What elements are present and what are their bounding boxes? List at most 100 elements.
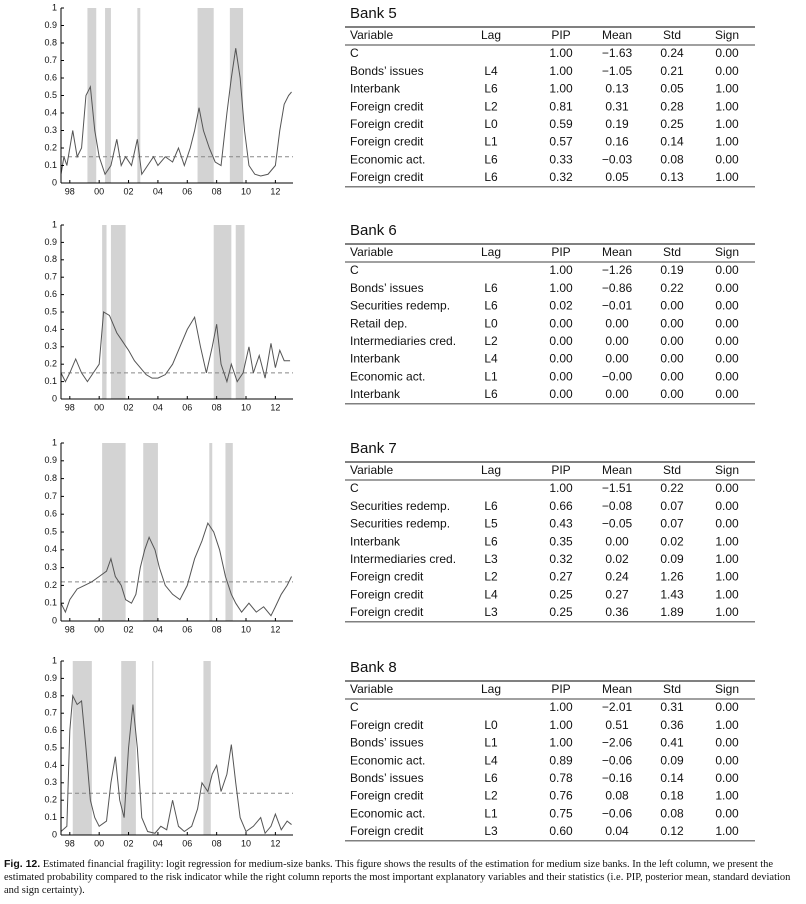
y-tick-label: 0 <box>52 829 57 839</box>
y-tick-label: 0.6 <box>44 509 57 519</box>
table-cell: Foreign credit <box>350 135 424 149</box>
x-tick-label: 08 <box>212 624 222 634</box>
table-cell: 1.00 <box>715 605 739 619</box>
table-cell: −0.05 <box>602 517 633 531</box>
column-header: Mean <box>602 245 632 259</box>
table-cell: 1.00 <box>715 135 739 149</box>
table-cell: 0.14 <box>660 771 684 785</box>
table-cell: Foreign credit <box>350 587 424 601</box>
x-tick-label: 12 <box>270 624 280 634</box>
table-cell: Bonds’ issues <box>350 281 424 295</box>
table-cell: 1.26 <box>660 570 684 584</box>
x-tick-label: 06 <box>182 838 192 848</box>
crisis-shading <box>229 8 244 183</box>
x-tick-label: 98 <box>65 402 75 412</box>
column-header: Sign <box>715 28 739 42</box>
table-cell: 0.81 <box>549 99 573 113</box>
crisis-shading <box>203 661 211 835</box>
table-cell: L2 <box>484 334 498 348</box>
x-tick-label: 98 <box>65 838 75 848</box>
table-cell: L0 <box>484 117 498 131</box>
table-cell: 0.00 <box>715 263 739 277</box>
column-header: Variable <box>350 682 393 696</box>
table-cell: Foreign credit <box>350 99 424 113</box>
table-cell: 0.32 <box>549 170 573 184</box>
table-cell: 1.00 <box>549 718 573 732</box>
table-cell: 0.25 <box>549 605 573 619</box>
table-cell: 1.00 <box>715 99 739 113</box>
table-cell: 0.24 <box>660 46 684 60</box>
y-tick-label: 1 <box>52 219 57 229</box>
x-tick-label: 12 <box>270 186 280 196</box>
x-tick-label: 08 <box>212 402 222 412</box>
table-cell: Intermediaries cred. <box>350 552 456 566</box>
table-cell: L6 <box>484 152 498 166</box>
column-header: Lag <box>481 463 501 477</box>
crisis-shading <box>235 225 245 399</box>
crisis-shading <box>225 443 233 621</box>
table-cell: 0.00 <box>549 387 573 401</box>
table-cell: 0.66 <box>549 499 573 513</box>
x-tick-label: 06 <box>182 402 192 412</box>
y-tick-label: 0.7 <box>44 708 57 718</box>
table-cell: 0.00 <box>715 299 739 313</box>
table-cell: −0.06 <box>602 753 633 767</box>
probability-line <box>60 48 292 177</box>
caption-label: Fig. 12. <box>4 858 41 870</box>
y-tick-label: 0.4 <box>44 324 57 334</box>
table-cell: Foreign credit <box>350 824 424 838</box>
y-tick-label: 0.1 <box>44 376 57 386</box>
table-cell: 1.00 <box>715 552 739 566</box>
column-header: Mean <box>602 28 632 42</box>
table-cell: L5 <box>484 517 498 531</box>
table-cell: 0.00 <box>605 534 629 548</box>
table-cell: 0.08 <box>660 806 684 820</box>
table-cell: 0.32 <box>549 552 573 566</box>
probability-line <box>60 311 291 384</box>
table-cell: −0.16 <box>602 771 633 785</box>
table-cell: Economic act. <box>350 369 425 383</box>
column-header: Sign <box>715 463 739 477</box>
table-cell: C <box>350 263 359 277</box>
column-header: Lag <box>481 28 501 42</box>
crisis-shading <box>110 225 126 399</box>
table-cell: 0.12 <box>660 824 684 838</box>
x-tick-label: 02 <box>124 624 134 634</box>
x-tick-label: 12 <box>270 402 280 412</box>
table-cell: L2 <box>484 789 498 803</box>
table-cell: Bonds’ issues <box>350 771 424 785</box>
x-tick-label: 98 <box>65 186 75 196</box>
table-cell: 1.43 <box>660 587 684 601</box>
table-cell: C <box>350 700 359 714</box>
table-cell: 0.00 <box>660 316 684 330</box>
x-tick-label: 98 <box>65 624 75 634</box>
table-cell: Foreign credit <box>350 789 424 803</box>
column-header: Sign <box>715 245 739 259</box>
y-tick-label: 0.1 <box>44 812 57 822</box>
table-cell: Economic act. <box>350 753 425 767</box>
y-tick-label: 0.2 <box>44 795 57 805</box>
table-cell: 0.60 <box>549 824 573 838</box>
table-cell: L1 <box>484 736 498 750</box>
y-tick-label: 0.7 <box>44 55 57 65</box>
table-cell: L4 <box>484 587 498 601</box>
table-title: Bank 6 <box>350 222 397 239</box>
x-tick-label: 02 <box>124 402 134 412</box>
probability-line <box>60 694 292 835</box>
table-cell: 1.00 <box>715 82 739 96</box>
table-cell: 0.07 <box>660 517 684 531</box>
x-tick-label: 04 <box>153 624 163 634</box>
table-cell: 0.02 <box>660 534 684 548</box>
table-cell: −2.01 <box>602 700 633 714</box>
table-cell: 0.31 <box>605 99 629 113</box>
table-cell: 1.00 <box>715 170 739 184</box>
x-tick-label: 08 <box>212 838 222 848</box>
table-cell: 0.19 <box>605 117 629 131</box>
table-cell: 1.00 <box>549 263 573 277</box>
table-title: Bank 5 <box>350 5 397 22</box>
crisis-shading <box>137 8 141 183</box>
y-tick-label: 0.8 <box>44 37 57 47</box>
table-cell: 1.00 <box>715 587 739 601</box>
table-cell: 0.33 <box>549 152 573 166</box>
x-tick-label: 04 <box>153 402 163 412</box>
